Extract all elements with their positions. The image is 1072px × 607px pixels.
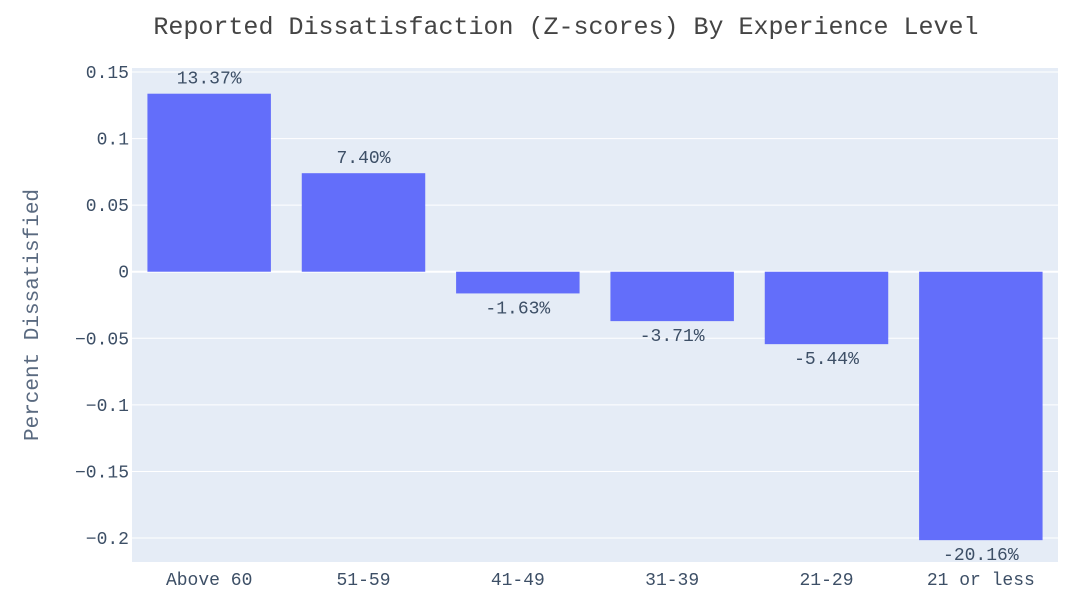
- bar: [301, 173, 426, 272]
- y-tick-label: −0.05: [75, 330, 129, 350]
- data-label: 7.40%: [336, 149, 390, 169]
- bar: [456, 271, 580, 294]
- y-tick-label: −0.1: [86, 397, 129, 417]
- y-tick-label: 0.15: [86, 64, 129, 84]
- y-tick-label: −0.15: [75, 463, 129, 483]
- y-tick-label: 0.05: [86, 197, 129, 217]
- x-tick-label: 21-29: [799, 571, 853, 591]
- chart-title: Reported Dissatisfaction (Z-scores) By E…: [153, 13, 978, 42]
- data-label: 13.37%: [177, 70, 242, 90]
- x-tick-label: 41-49: [491, 571, 545, 591]
- bars: [147, 93, 1043, 541]
- bar: [919, 271, 1043, 541]
- y-axis-label: Percent Dissatisfied: [22, 189, 45, 441]
- data-label: -1.63%: [485, 299, 550, 319]
- bar: [764, 271, 889, 345]
- y-tick-label: 0: [118, 264, 129, 284]
- plot-area: [132, 68, 1058, 562]
- y-axis-ticks: 0.15 0.1 0.05 0 −0.05 −0.1 −0.15 −0.2: [75, 64, 129, 550]
- x-tick-label: 51-59: [336, 571, 390, 591]
- data-label: -20.16%: [943, 546, 1019, 566]
- data-label: -5.44%: [794, 350, 859, 370]
- gridlines: [132, 71, 1058, 539]
- x-tick-label: 31-39: [645, 571, 699, 591]
- bar: [147, 93, 271, 272]
- y-tick-label: 0.1: [97, 131, 129, 151]
- bar: [610, 271, 734, 322]
- data-labels: 13.37% 7.40% -1.63% -3.71% -5.44% -20.16%: [177, 70, 1019, 566]
- x-tick-label: Above 60: [166, 571, 252, 591]
- y-tick-label: −0.2: [86, 530, 129, 550]
- data-label: -3.71%: [640, 327, 705, 347]
- x-tick-label: 21 or less: [927, 571, 1035, 591]
- x-axis-ticks: Above 60 51-59 41-49 31-39 21-29 21 or less: [166, 571, 1035, 591]
